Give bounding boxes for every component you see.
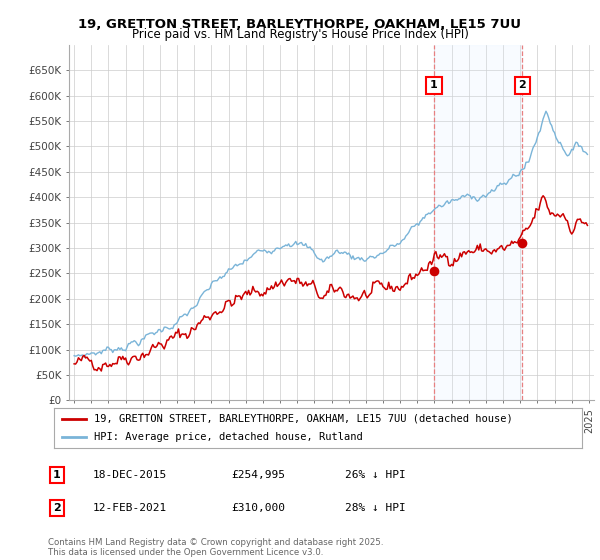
Text: HPI: Average price, detached house, Rutland: HPI: Average price, detached house, Rutl…: [94, 432, 362, 442]
Text: 2: 2: [518, 81, 526, 91]
Text: 28% ↓ HPI: 28% ↓ HPI: [345, 503, 406, 513]
Bar: [434, 45, 522, 400]
Text: 2: 2: [53, 503, 61, 513]
Text: Price paid vs. HM Land Registry's House Price Index (HPI): Price paid vs. HM Land Registry's House …: [131, 28, 469, 41]
Text: 18-DEC-2015: 18-DEC-2015: [93, 470, 167, 480]
Text: £310,000: £310,000: [231, 503, 285, 513]
Text: 12-FEB-2021: 12-FEB-2021: [93, 503, 167, 513]
Text: £254,995: £254,995: [231, 470, 285, 480]
Text: 1: 1: [430, 81, 437, 91]
Text: 19, GRETTON STREET, BARLEYTHORPE, OAKHAM, LE15 7UU (detached house): 19, GRETTON STREET, BARLEYTHORPE, OAKHAM…: [94, 414, 512, 423]
Text: 19, GRETTON STREET, BARLEYTHORPE, OAKHAM, LE15 7UU: 19, GRETTON STREET, BARLEYTHORPE, OAKHAM…: [79, 18, 521, 31]
Text: Contains HM Land Registry data © Crown copyright and database right 2025.
This d: Contains HM Land Registry data © Crown c…: [48, 538, 383, 557]
Text: 26% ↓ HPI: 26% ↓ HPI: [345, 470, 406, 480]
Text: 1: 1: [53, 470, 61, 480]
